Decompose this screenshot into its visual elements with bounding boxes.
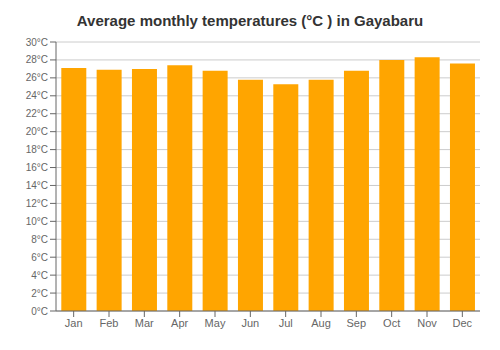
html-text:Average monthly temperatures (: Average monthly temperatures (°C ) in Ga… — [76, 12, 424, 29]
svg-text:30°C: 30°C — [26, 37, 48, 48]
svg-text:Jun: Jun — [241, 317, 259, 329]
svg-text:4°C: 4°C — [31, 270, 48, 281]
svg-text:2°C: 2°C — [31, 288, 48, 299]
svg-text:Mar: Mar — [135, 317, 154, 329]
svg-text:Sep: Sep — [347, 317, 367, 329]
svg-text:Oct: Oct — [383, 317, 400, 329]
svg-text:Apr: Apr — [171, 317, 188, 329]
svg-text:Aug: Aug — [311, 317, 331, 329]
svg-text:14°C: 14°C — [26, 180, 48, 191]
svg-text:22°C: 22°C — [26, 108, 48, 119]
svg-text:12°C: 12°C — [26, 198, 48, 209]
svg-text:Nov: Nov — [417, 317, 437, 329]
svg-text:6°C: 6°C — [31, 252, 48, 263]
svg-text:24°C: 24°C — [26, 90, 48, 101]
svg-text:16°C: 16°C — [26, 162, 48, 173]
svg-text:May: May — [205, 317, 226, 329]
svg-text:10°C: 10°C — [26, 216, 48, 227]
svg-text:Dec: Dec — [453, 317, 473, 329]
svg-text:Jul: Jul — [279, 317, 293, 329]
svg-text:26°C: 26°C — [26, 72, 48, 83]
svg-text:18°C: 18°C — [26, 144, 48, 155]
svg-text:20°C: 20°C — [26, 126, 48, 137]
svg-text:8°C: 8°C — [31, 234, 48, 245]
svg-text:Feb: Feb — [100, 317, 119, 329]
svg-text:0°C: 0°C — [31, 306, 48, 317]
svg-text:28°C: 28°C — [26, 54, 48, 65]
svg-text:Jan: Jan — [65, 317, 83, 329]
